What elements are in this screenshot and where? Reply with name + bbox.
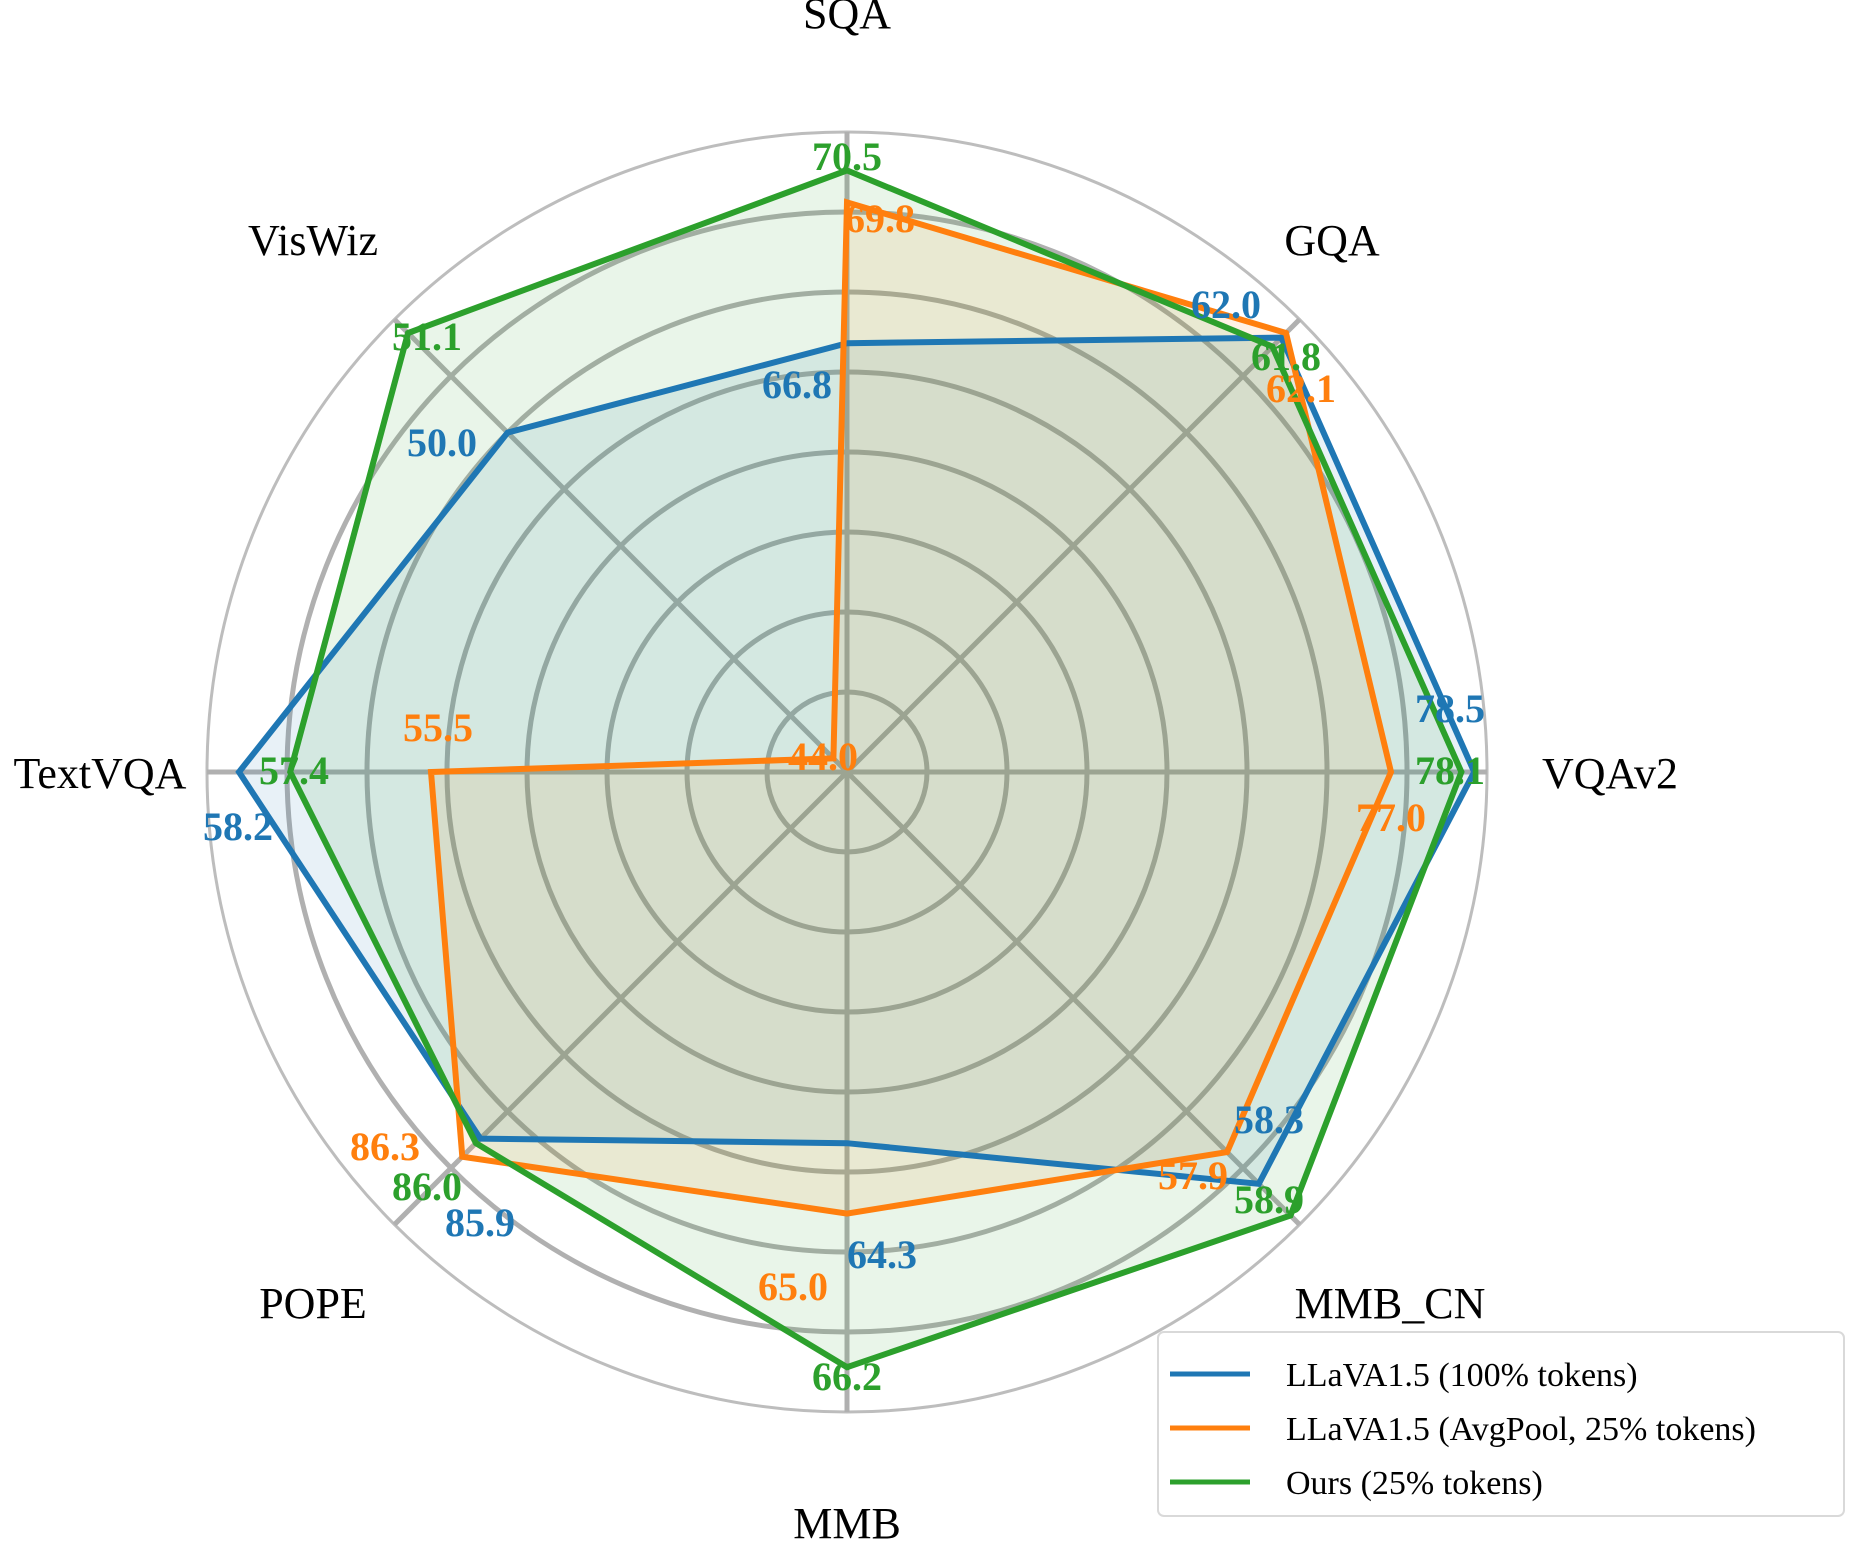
value-label: 78.5 [1415,686,1485,731]
value-label: 86.0 [392,1164,462,1209]
legend-entry: Ours (25% tokens) [1286,1465,1543,1502]
series-line-1 [427,198,1395,1217]
value-label: 85.9 [445,1200,515,1245]
grid-spoke [392,317,849,774]
value-label: 55.5 [403,705,473,750]
axis-label-sqa: SQA [803,0,891,38]
axis-label-mmb-cn: MMB_CN [1295,1279,1486,1328]
value-label: 62.0 [1191,282,1261,327]
series-line-2 [287,167,1465,1371]
axis-label-textvqa: TextVQA [14,749,187,798]
series-fills [239,170,1475,1368]
value-label: 57.9 [1158,1153,1228,1198]
series-line-0 [235,334,1478,1187]
value-label: 70.5 [812,134,882,179]
grid-spoke [392,770,849,1227]
value-label: 77.0 [1356,795,1426,840]
axis-label-viswiz: VisWiz [248,216,378,265]
legend: LLaVA1.5 (100% tokens) LLaVA1.5 (AvgPool,… [1157,1331,1845,1517]
value-labels: 66.8 62.0 78.5 58.3 64.3 85.9 58.2 50.0 69.8 62.1… [203,134,1485,1399]
value-label: 78.1 [1415,748,1485,793]
value-label: 58.9 [1234,1177,1304,1222]
value-label: 65.0 [758,1264,828,1309]
value-label: 58.2 [203,804,273,849]
legend-entry: LLaVA1.5 (AvgPool, 25% tokens) [1286,1411,1756,1448]
value-label: 64.3 [847,1232,917,1277]
value-label: 62.1 [1266,366,1336,411]
axis-labels: SQA GQA VQAv2 MMB_CN MMB POPE TextVQA VisWiz [14,0,1678,1545]
value-label: 86.3 [350,1124,420,1169]
value-label: 66.8 [762,362,832,407]
value-label: 61.8 [1251,334,1321,379]
series-fill-2 [290,170,1462,1368]
legend-box [1157,1331,1845,1517]
series-fill-0 [239,337,1475,1184]
grid-spoke [845,317,1302,774]
value-label: 58.3 [1234,1097,1304,1142]
value-label: 57.4 [259,748,329,793]
value-label: 50.0 [407,420,477,465]
axis-label-gqa: GQA [1284,216,1380,265]
grid-spoke [845,770,1302,1227]
series-lines [235,167,1478,1371]
series-fill-1 [431,202,1391,1214]
axis-label-mmb: MMB [793,1499,901,1545]
axis-label-pope: POPE [259,1279,367,1328]
value-label: 44.0 [788,734,858,779]
value-label: 66.2 [812,1354,882,1399]
legend-entry: LLaVA1.5 (100% tokens) [1286,1357,1638,1394]
value-label: 51.1 [392,314,462,359]
axis-label-vqav2: VQAv2 [1542,749,1678,798]
value-label: 69.8 [845,196,915,241]
